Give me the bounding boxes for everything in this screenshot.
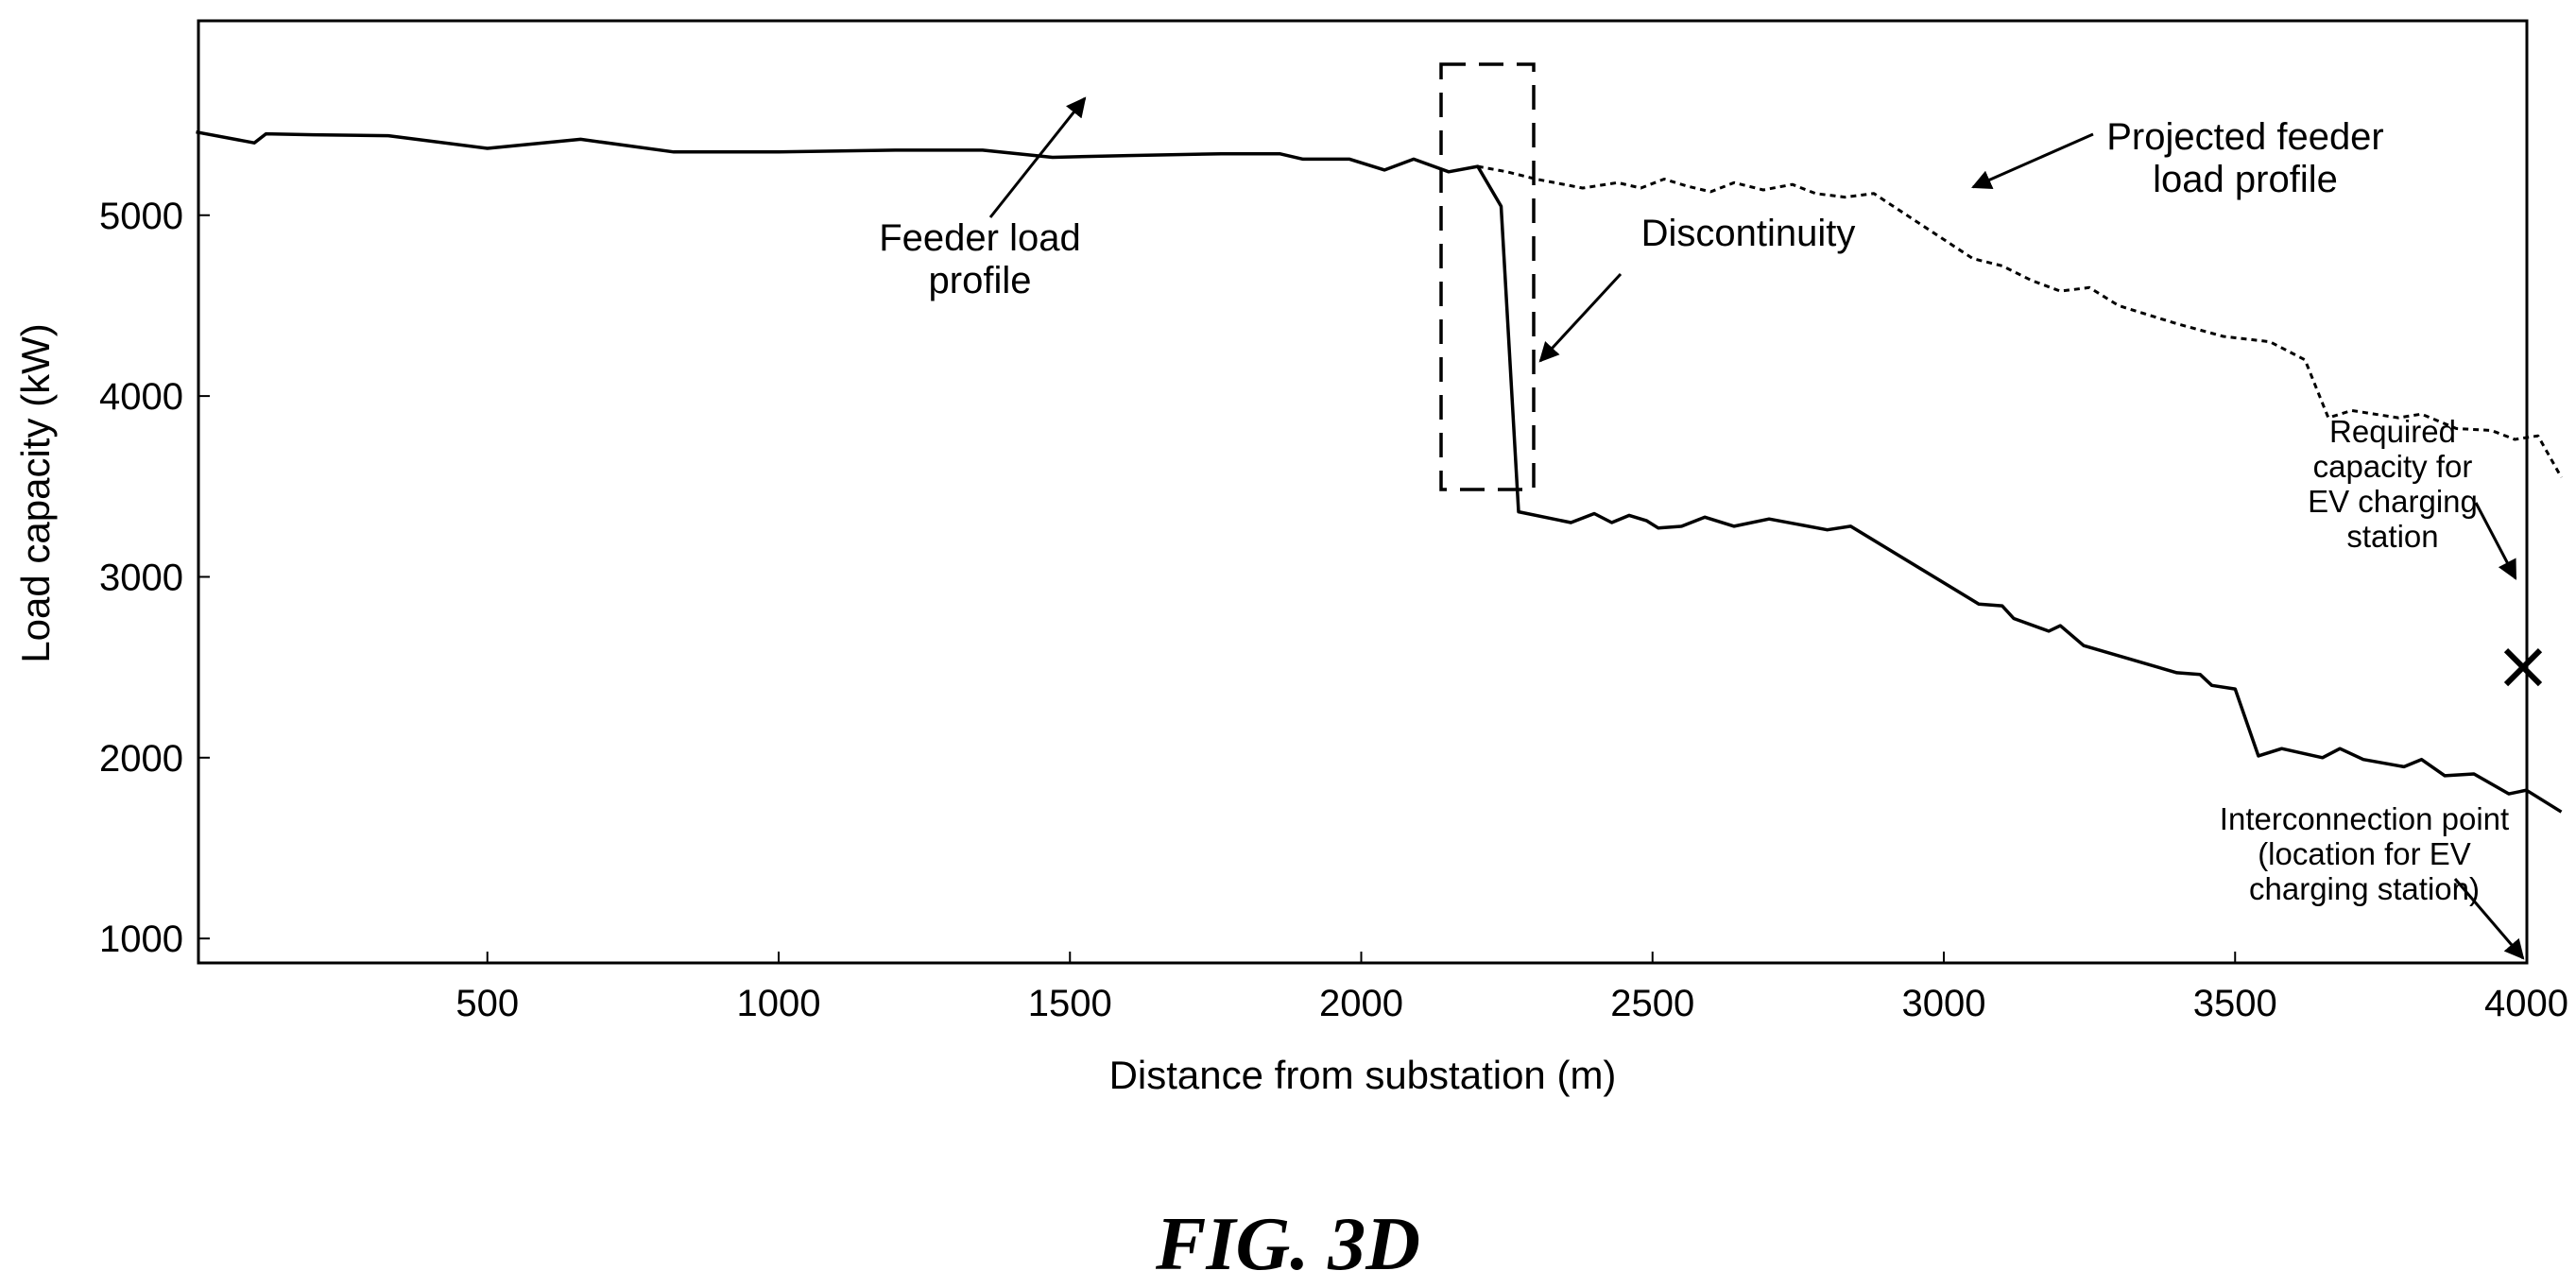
marker-stroke: [2503, 648, 2543, 687]
required-capacity-marker: [2503, 648, 2543, 687]
y-tick-label: 1000: [99, 919, 183, 960]
figure-caption: FIG. 3D: [1155, 1203, 1420, 1286]
discontinuity-label: Discontinuity: [1641, 213, 1856, 254]
required-label-line2: capacity for: [2313, 449, 2473, 484]
x-tick-label: 3500: [2193, 983, 2277, 1024]
required-label-line1: Required: [2329, 414, 2456, 449]
y-axis-title: Load capacity (kW): [13, 323, 58, 662]
x-tick-label: 1000: [737, 983, 821, 1024]
series-layer: [196, 129, 2563, 814]
y-tick-label: 3000: [99, 557, 183, 598]
y-tick-label: 4000: [99, 376, 183, 418]
required-arrow: [2474, 502, 2517, 580]
discontinuity-arrow: [1538, 272, 1623, 363]
feeder-load-line: [196, 129, 2563, 814]
feeder-label-line1: Feeder load: [879, 217, 1080, 259]
y-axis-ticks: 1000 2000 3000 4000 5000: [99, 196, 210, 960]
marker-layer: [2503, 648, 2543, 687]
projected-arrow: [1971, 132, 2094, 189]
x-axis-title: Distance from substation (m): [1109, 1053, 1617, 1097]
projected-label-line1: Projected feeder: [2106, 116, 2384, 158]
x-tick-label: 2000: [1319, 983, 1403, 1024]
interconnect-arrow: [2453, 878, 2525, 960]
interconnect-label-line2: (location for EV: [2258, 836, 2471, 871]
required-label-line4: station: [2346, 519, 2438, 554]
y-tick-label: 5000: [99, 196, 183, 237]
projected-load-line: [1477, 164, 2563, 478]
y-tick-label: 2000: [99, 738, 183, 780]
required-label-line3: EV charging: [2308, 484, 2478, 519]
discontinuity-box: [1439, 62, 1536, 491]
plot-frame: [197, 19, 2529, 965]
interconnect-label-line3: charging station): [2249, 871, 2480, 906]
x-axis-ticks: 500 1000 1500 2000 2500 3000 3500 4000: [455, 952, 2568, 1024]
feeder-arrow: [988, 96, 1087, 218]
x-tick-label: 1500: [1028, 983, 1112, 1024]
x-tick-label: 2500: [1610, 983, 1694, 1024]
x-tick-label: 500: [455, 983, 519, 1024]
projected-label-line2: load profile: [2153, 159, 2338, 200]
interconnect-label-line1: Interconnection point: [2220, 801, 2509, 836]
feeder-label-line2: profile: [929, 260, 1032, 301]
x-tick-label: 3000: [1902, 983, 1986, 1024]
x-tick-label: 4000: [2484, 983, 2568, 1024]
